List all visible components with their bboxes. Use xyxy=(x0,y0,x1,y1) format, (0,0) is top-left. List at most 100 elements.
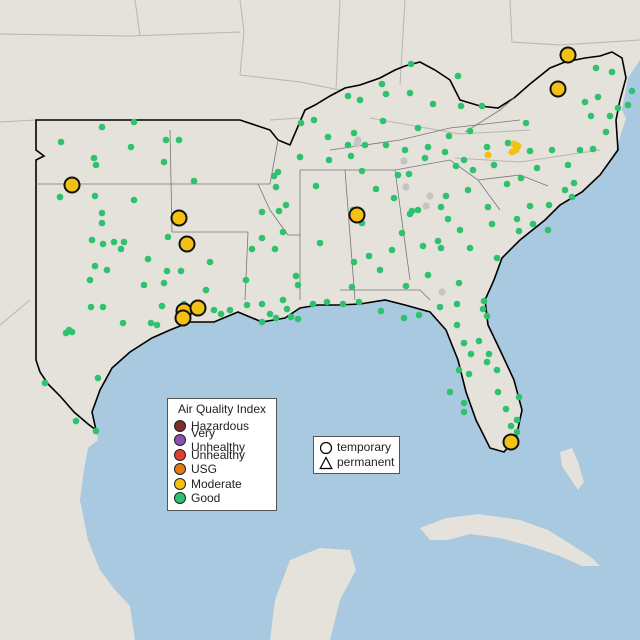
good-station-marker[interactable] xyxy=(414,206,422,214)
good-station-marker[interactable] xyxy=(465,370,473,378)
good-station-marker[interactable] xyxy=(522,119,530,127)
good-station-marker[interactable] xyxy=(323,298,331,306)
good-station-marker[interactable] xyxy=(478,102,486,110)
good-station-marker[interactable] xyxy=(405,170,413,178)
good-station-marker[interactable] xyxy=(160,279,168,287)
good-station-marker[interactable] xyxy=(243,301,251,309)
good-station-marker[interactable] xyxy=(504,139,512,147)
good-station-marker[interactable] xyxy=(483,143,491,151)
good-station-marker[interactable] xyxy=(163,267,171,275)
good-station-marker[interactable] xyxy=(372,185,380,193)
good-station-marker[interactable] xyxy=(406,89,414,97)
good-station-marker[interactable] xyxy=(544,226,552,234)
good-station-marker[interactable] xyxy=(419,242,427,250)
good-station-marker[interactable] xyxy=(158,302,166,310)
good-station-marker[interactable] xyxy=(271,245,279,253)
good-station-marker[interactable] xyxy=(414,124,422,132)
good-station-marker[interactable] xyxy=(526,202,534,210)
good-station-marker[interactable] xyxy=(576,146,584,154)
good-station-marker[interactable] xyxy=(283,305,291,313)
no-data-station-marker[interactable] xyxy=(402,183,410,191)
good-station-marker[interactable] xyxy=(378,80,386,88)
good-station-marker[interactable] xyxy=(274,168,282,176)
good-station-marker[interactable] xyxy=(127,143,135,151)
good-station-marker[interactable] xyxy=(377,307,385,315)
good-station-marker[interactable] xyxy=(99,240,107,248)
good-station-marker[interactable] xyxy=(153,321,161,329)
good-station-marker[interactable] xyxy=(310,116,318,124)
good-station-marker[interactable] xyxy=(402,282,410,290)
no-data-station-marker[interactable] xyxy=(400,157,408,165)
good-station-marker[interactable] xyxy=(272,314,280,322)
good-station-marker[interactable] xyxy=(484,203,492,211)
good-station-marker[interactable] xyxy=(347,152,355,160)
good-station-marker[interactable] xyxy=(467,350,475,358)
good-station-marker[interactable] xyxy=(592,64,600,72)
good-station-marker[interactable] xyxy=(87,303,95,311)
good-station-marker[interactable] xyxy=(456,226,464,234)
good-station-marker[interactable] xyxy=(68,328,76,336)
good-station-marker[interactable] xyxy=(503,180,511,188)
good-station-marker[interactable] xyxy=(454,72,462,80)
good-station-marker[interactable] xyxy=(376,266,384,274)
good-station-marker[interactable] xyxy=(587,112,595,120)
good-station-marker[interactable] xyxy=(442,192,450,200)
good-station-marker[interactable] xyxy=(513,428,521,436)
good-station-marker[interactable] xyxy=(147,319,155,327)
good-station-marker[interactable] xyxy=(348,283,356,291)
good-station-marker[interactable] xyxy=(91,192,99,200)
no-data-station-marker[interactable] xyxy=(353,140,361,148)
good-station-marker[interactable] xyxy=(446,388,454,396)
moderate-temporary-monitor-marker[interactable] xyxy=(502,433,520,451)
good-station-marker[interactable] xyxy=(162,136,170,144)
good-station-marker[interactable] xyxy=(248,245,256,253)
good-station-marker[interactable] xyxy=(614,104,622,112)
good-station-marker[interactable] xyxy=(394,171,402,179)
good-station-marker[interactable] xyxy=(493,366,501,374)
good-station-marker[interactable] xyxy=(202,286,210,294)
moderate-temporary-monitor-marker[interactable] xyxy=(178,235,196,253)
good-station-marker[interactable] xyxy=(130,118,138,126)
good-station-marker[interactable] xyxy=(526,147,534,155)
good-station-marker[interactable] xyxy=(282,201,290,209)
good-station-marker[interactable] xyxy=(513,416,521,424)
good-station-marker[interactable] xyxy=(72,417,80,425)
good-station-marker[interactable] xyxy=(266,310,274,318)
good-station-marker[interactable] xyxy=(452,162,460,170)
good-station-marker[interactable] xyxy=(483,312,491,320)
good-station-marker[interactable] xyxy=(164,233,172,241)
no-data-station-marker[interactable] xyxy=(426,192,434,200)
good-station-marker[interactable] xyxy=(561,186,569,194)
good-station-marker[interactable] xyxy=(57,138,65,146)
good-station-marker[interactable] xyxy=(415,311,423,319)
good-station-marker[interactable] xyxy=(568,193,576,201)
good-station-marker[interactable] xyxy=(279,228,287,236)
good-station-marker[interactable] xyxy=(258,318,266,326)
good-station-marker[interactable] xyxy=(602,128,610,136)
good-station-marker[interactable] xyxy=(400,314,408,322)
good-station-marker[interactable] xyxy=(92,161,100,169)
good-station-marker[interactable] xyxy=(379,117,387,125)
good-station-marker[interactable] xyxy=(296,153,304,161)
good-station-marker[interactable] xyxy=(297,119,305,127)
good-station-marker[interactable] xyxy=(339,300,347,308)
good-station-marker[interactable] xyxy=(144,255,152,263)
good-station-marker[interactable] xyxy=(606,112,614,120)
good-station-marker[interactable] xyxy=(140,281,148,289)
good-station-marker[interactable] xyxy=(98,123,106,131)
good-station-marker[interactable] xyxy=(493,254,501,262)
good-station-marker[interactable] xyxy=(41,379,49,387)
good-station-marker[interactable] xyxy=(98,219,106,227)
good-station-marker[interactable] xyxy=(475,337,483,345)
good-station-marker[interactable] xyxy=(210,306,218,314)
good-station-marker[interactable] xyxy=(460,399,468,407)
good-station-marker[interactable] xyxy=(160,158,168,166)
good-station-marker[interactable] xyxy=(272,183,280,191)
moderate-temporary-monitor-marker[interactable] xyxy=(63,176,81,194)
good-station-marker[interactable] xyxy=(190,177,198,185)
good-station-marker[interactable] xyxy=(437,244,445,252)
good-station-marker[interactable] xyxy=(594,93,602,101)
good-station-marker[interactable] xyxy=(437,203,445,211)
good-station-marker[interactable] xyxy=(457,102,465,110)
